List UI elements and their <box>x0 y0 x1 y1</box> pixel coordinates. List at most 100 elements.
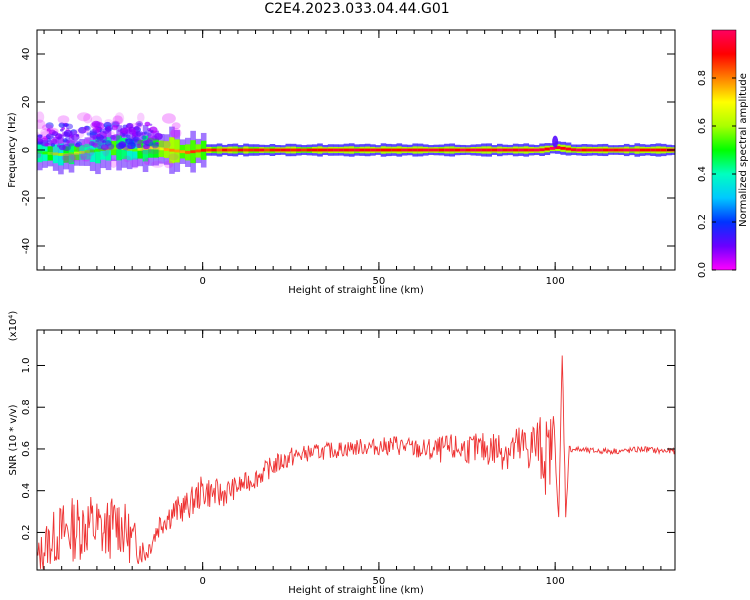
heatmap-blob <box>102 127 110 134</box>
heatmap-cell <box>158 147 165 151</box>
heatmap-blob <box>73 128 85 139</box>
heatmap-cell <box>544 147 551 151</box>
colorbar-tick-label: 0.0 <box>697 262 708 278</box>
heatmap-cell <box>380 148 387 152</box>
heatmap-cell <box>650 148 656 152</box>
heatmap-blob <box>147 133 152 137</box>
heatmap-blob <box>58 144 66 151</box>
heatmap-cell <box>639 148 646 152</box>
heatmap-cell <box>660 148 667 152</box>
heatmap-blob <box>39 130 53 140</box>
heatmap-cell <box>454 148 461 152</box>
heatmap-blob <box>95 139 99 143</box>
heatmap-blob <box>65 128 70 131</box>
snr-y-tick-label: 0.2 <box>21 524 32 540</box>
spectrogram-x-tick-label: 0 <box>199 276 205 287</box>
heatmap-blob <box>141 135 147 140</box>
heatmap-cell <box>74 151 80 155</box>
heatmap-blob <box>122 133 126 137</box>
heatmap-cell <box>148 146 154 150</box>
heatmap-blob <box>97 145 103 150</box>
spectrogram-x-tick-label: 100 <box>546 276 565 287</box>
heatmap-cell <box>79 150 85 154</box>
heatmap-cell <box>629 148 635 152</box>
heatmap-cell <box>433 148 440 152</box>
heatmap-blob <box>112 115 123 125</box>
heatmap-blob <box>92 127 101 134</box>
heatmap-cell <box>126 147 133 151</box>
snr-x-tick-label: 50 <box>373 576 386 587</box>
spectrogram-x-tick-label: 50 <box>373 276 386 287</box>
heatmap-blob <box>88 141 95 146</box>
heatmap-cell <box>290 148 297 152</box>
heatmap-blob <box>46 133 54 140</box>
heatmap-blob <box>40 128 52 137</box>
heatmap-blob <box>170 127 182 139</box>
heatmap-blob <box>135 120 144 127</box>
heatmap-cell <box>311 148 318 152</box>
heatmap-blob <box>78 126 87 134</box>
heatmap-cell <box>227 148 233 152</box>
heatmap-cell <box>274 148 281 152</box>
spectrogram-x-axis-label: Height of straight line (km) <box>288 285 424 296</box>
heatmap-cell <box>507 148 514 152</box>
heatmap-blob <box>92 137 97 141</box>
heatmap-cell <box>438 148 445 152</box>
heatmap-cell <box>153 146 159 150</box>
heatmap-blob <box>65 136 70 141</box>
heatmap-blob <box>119 130 127 137</box>
heatmap-blob <box>91 121 105 132</box>
heatmap-blob <box>75 141 83 147</box>
heatmap-cell <box>169 148 175 152</box>
heatmap-blob <box>41 124 54 131</box>
heatmap-blob <box>110 134 116 140</box>
heatmap-blob <box>128 128 137 135</box>
heatmap-cell <box>84 150 91 154</box>
heatmap-blob <box>164 160 174 169</box>
heatmap-cell <box>359 148 366 152</box>
heatmap-blob <box>97 140 105 146</box>
heatmap-cell <box>444 148 450 152</box>
snr-y-tick-label: 0.8 <box>21 399 32 415</box>
heatmap-cell <box>52 152 59 156</box>
heatmap-cell <box>248 148 255 152</box>
heatmap-blob <box>94 134 104 145</box>
heatmap-blob <box>107 125 111 129</box>
heatmap-blob <box>37 119 46 130</box>
heatmap-blob <box>62 138 68 143</box>
heatmap-cell <box>385 148 392 152</box>
heatmap-blob <box>144 121 151 127</box>
heatmap-blob <box>154 132 163 140</box>
heatmap-cell <box>343 148 350 152</box>
colorbar: 0.0 0.2 0.4 0.6 0.8 Normalized spectral ampl… <box>697 29 749 278</box>
heatmap-blob <box>90 115 103 127</box>
heatmap-blob <box>84 125 91 131</box>
spectrogram-y-tick-label: -20 <box>21 190 32 206</box>
heatmap-blob <box>93 121 102 129</box>
heatmap-cell <box>491 148 498 152</box>
heatmap-blob <box>37 111 45 123</box>
heatmap-blob <box>99 135 108 143</box>
heatmap-cell <box>190 150 196 154</box>
heatmap-blob <box>49 146 60 156</box>
spectrogram-y-tick-label: -40 <box>21 238 32 254</box>
heatmap-cell <box>370 148 376 152</box>
heatmap-blob <box>137 112 145 123</box>
heatmap-blob <box>115 142 125 150</box>
heatmap-blob <box>168 153 179 161</box>
heatmap-blob <box>150 130 154 133</box>
heatmap-cell <box>518 148 524 152</box>
heatmap-cell <box>486 148 493 152</box>
heatmap-blob <box>85 136 94 144</box>
heatmap-blob <box>147 127 152 132</box>
heatmap-cell <box>348 148 355 152</box>
heatmap-cell <box>58 153 64 156</box>
heatmap-cell <box>95 148 101 152</box>
colorbar-bar <box>711 29 737 271</box>
heatmap-cell <box>481 148 487 152</box>
heatmap-cell <box>565 147 572 151</box>
spectrogram-y-tick-label: 0 <box>21 147 32 153</box>
heatmap-cell <box>216 148 223 152</box>
heatmap-blob <box>80 152 92 162</box>
figure-title: C2E4.2023.033.04.44.G01 <box>264 1 450 17</box>
